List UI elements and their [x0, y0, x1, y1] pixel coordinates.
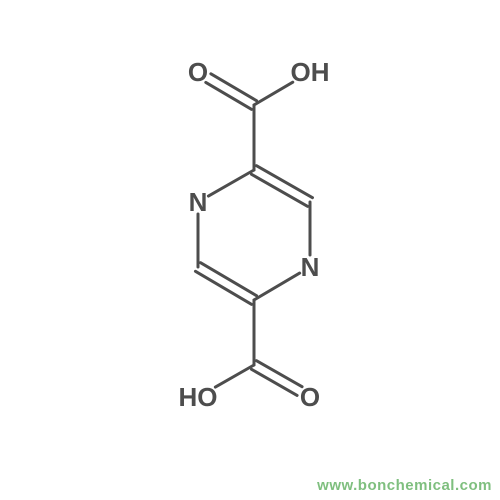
bond-line: [254, 273, 300, 300]
bond-line: [252, 369, 298, 395]
bond-line: [211, 74, 257, 101]
atom-label: O: [300, 382, 320, 412]
atom-label: N: [189, 187, 208, 217]
bond-line: [256, 361, 302, 387]
bond-line: [206, 82, 252, 109]
molecule-canvas: N N O OH O HO www.bonchemical.com: [0, 0, 500, 500]
atom-label: HO: [179, 382, 218, 412]
atom-label: N: [301, 252, 320, 282]
bond-line: [208, 170, 254, 196]
watermark-text: www.bonchemical.com: [317, 477, 492, 494]
atom-label: O: [188, 57, 208, 87]
bond-line: [254, 82, 293, 105]
molecule-svg: N N O OH O HO: [0, 0, 500, 500]
atom-label: OH: [291, 57, 330, 87]
bond-line: [215, 365, 254, 387]
